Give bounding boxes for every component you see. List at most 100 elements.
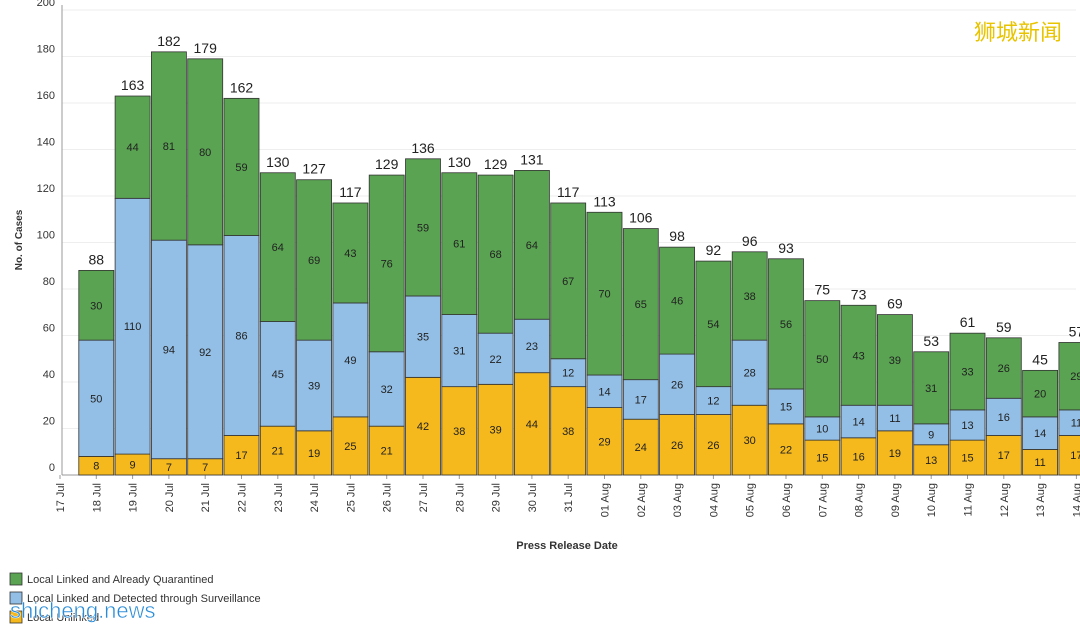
total-label: 162: [230, 79, 254, 95]
x-tick-label: 09 Aug: [890, 483, 902, 517]
segment-label: 56: [780, 319, 792, 331]
segment-label: 39: [889, 355, 901, 367]
bar-segment: [477, 174, 514, 334]
segment-label: 59: [235, 162, 247, 174]
segment-label: 9: [928, 429, 934, 441]
bar-segment: [840, 304, 877, 406]
segment-label: 94: [163, 344, 175, 356]
segment-label: 43: [852, 350, 864, 362]
x-tick-label: 10 Aug: [926, 483, 938, 517]
bar-segment: [659, 353, 695, 415]
total-label: 130: [448, 154, 472, 170]
bar-segment: [514, 372, 550, 476]
segment-label: 35: [417, 332, 429, 344]
segment-label: 20: [1034, 389, 1046, 401]
bar-segment: [259, 172, 296, 322]
bar-segment: [586, 407, 623, 476]
bar-segment: [441, 386, 478, 476]
segment-label: 76: [381, 258, 393, 270]
total-label: 96: [742, 233, 758, 249]
bar-segment: [731, 404, 768, 476]
segment-label: 31: [453, 346, 465, 358]
x-tick-label: 05 Aug: [745, 483, 757, 517]
y-tick-label: 100: [37, 230, 55, 242]
total-label: 163: [121, 77, 145, 93]
segment-label: 29: [598, 436, 610, 448]
legend-label: Local Unlinked: [27, 612, 99, 624]
segment-label: 50: [816, 354, 828, 366]
segment-label: 26: [707, 440, 719, 452]
bar-segment: [223, 235, 260, 436]
segment-label: 86: [235, 331, 247, 343]
segment-label: 12: [562, 368, 574, 380]
bar-segment: [114, 197, 151, 455]
bar-segment: [296, 430, 333, 476]
segment-label: 16: [852, 451, 864, 463]
y-tick-label: 40: [43, 369, 55, 381]
segment-label: 31: [925, 383, 937, 395]
bar-segment: [913, 351, 950, 425]
x-tick-label: 23 Jul: [273, 483, 285, 512]
bar-segment: [441, 314, 478, 388]
x-tick-label: 04 Aug: [708, 483, 720, 517]
x-tick-label: 08 Aug: [854, 483, 866, 517]
segment-label: 39: [489, 425, 501, 437]
bar-segment: [187, 244, 224, 460]
segment-label: 16: [998, 412, 1010, 424]
bar-segment: [477, 332, 514, 385]
bar-segment: [223, 435, 260, 476]
total-label: 130: [266, 154, 290, 170]
bar-segment: [1058, 342, 1080, 411]
bar-segment: [441, 172, 478, 315]
total-label: 53: [923, 333, 939, 349]
segment-label: 49: [344, 355, 356, 367]
bar-segment: [1022, 416, 1058, 450]
x-tick-label: 01 Aug: [600, 483, 612, 517]
segment-label: 33: [961, 367, 973, 379]
total-label: 113: [593, 193, 616, 209]
x-tick-label: 27 Jul: [418, 483, 430, 512]
bar-segment: [259, 321, 296, 427]
total-label: 92: [706, 242, 722, 258]
total-label: 57: [1069, 323, 1080, 339]
bar-segment: [477, 383, 514, 476]
bar-segment: [840, 437, 877, 476]
bar-segment: [514, 170, 550, 320]
bar-segment: [877, 404, 913, 432]
y-tick-label: 0: [49, 462, 55, 474]
y-tick-label: 60: [43, 323, 55, 335]
x-tick-label: 14 Aug: [1071, 483, 1080, 517]
watermark: 狮城新闻: [974, 20, 1062, 45]
bar-segment: [985, 435, 1022, 476]
y-tick-label: 120: [37, 183, 55, 195]
segment-label: 15: [816, 453, 828, 465]
x-axis-label: Press Release Date: [516, 540, 618, 552]
bar-segment: [332, 302, 369, 418]
bar-segment: [1022, 369, 1058, 418]
bar-segment: [296, 179, 333, 341]
x-tick-label: 19 Jul: [128, 483, 140, 512]
bar-segment: [550, 358, 587, 388]
segment-label: 92: [199, 347, 211, 359]
bar-segment: [731, 251, 768, 341]
total-label: 75: [815, 282, 831, 298]
bar-segment: [768, 258, 804, 390]
segment-label: 80: [199, 147, 211, 159]
segment-label: 24: [635, 442, 647, 454]
segment-label: 17: [635, 394, 647, 406]
segment-label: 21: [272, 446, 284, 458]
bar-segment: [405, 295, 441, 378]
bar-segment: [223, 97, 260, 236]
segment-label: 13: [925, 455, 937, 467]
total-label: 182: [157, 33, 181, 49]
bar-segment: [622, 228, 659, 381]
total-label: 73: [851, 286, 867, 302]
segment-label: 14: [598, 386, 610, 398]
bar-segment: [296, 339, 333, 432]
total-label: 98: [669, 228, 685, 244]
segment-label: 13: [961, 420, 973, 432]
segment-label: 38: [562, 426, 574, 438]
segment-label: 68: [489, 249, 501, 261]
segment-label: 61: [453, 239, 465, 251]
